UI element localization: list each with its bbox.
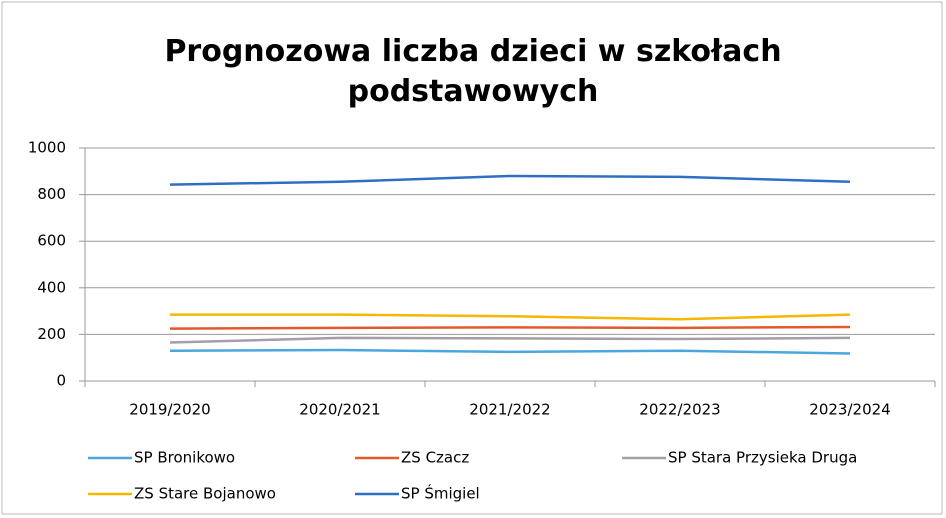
y-tick-label: 0 <box>56 372 66 390</box>
series-line <box>170 313 851 321</box>
x-tick-label: 2021/2022 <box>469 401 550 419</box>
y-tick-label: 800 <box>37 185 66 203</box>
x-tick-label: 2020/2021 <box>299 401 380 419</box>
series-line <box>169 325 851 330</box>
x-tick-label: 2019/2020 <box>129 401 210 419</box>
legend-label: SP Bronikowo <box>134 449 235 467</box>
chart-title: Prognozowa liczba dzieci w szkołach pods… <box>164 34 782 109</box>
series-line <box>169 336 851 344</box>
legend-label: SP Śmigiel <box>401 484 480 503</box>
series-line <box>169 174 851 186</box>
y-tick-label: 1000 <box>28 139 66 157</box>
y-tick-label: 600 <box>37 232 66 250</box>
legend-label: ZS Czacz <box>401 449 469 467</box>
legend-label: SP Stara Przysieka Druga <box>668 449 857 467</box>
y-tick-label: 400 <box>37 278 66 296</box>
series-line <box>169 348 851 355</box>
y-tick-label: 200 <box>37 325 66 343</box>
x-tick-label: 2022/2023 <box>639 401 720 419</box>
x-tick-label: 2023/2024 <box>809 401 890 419</box>
legend-label: ZS Stare Bojanowo <box>134 485 276 503</box>
